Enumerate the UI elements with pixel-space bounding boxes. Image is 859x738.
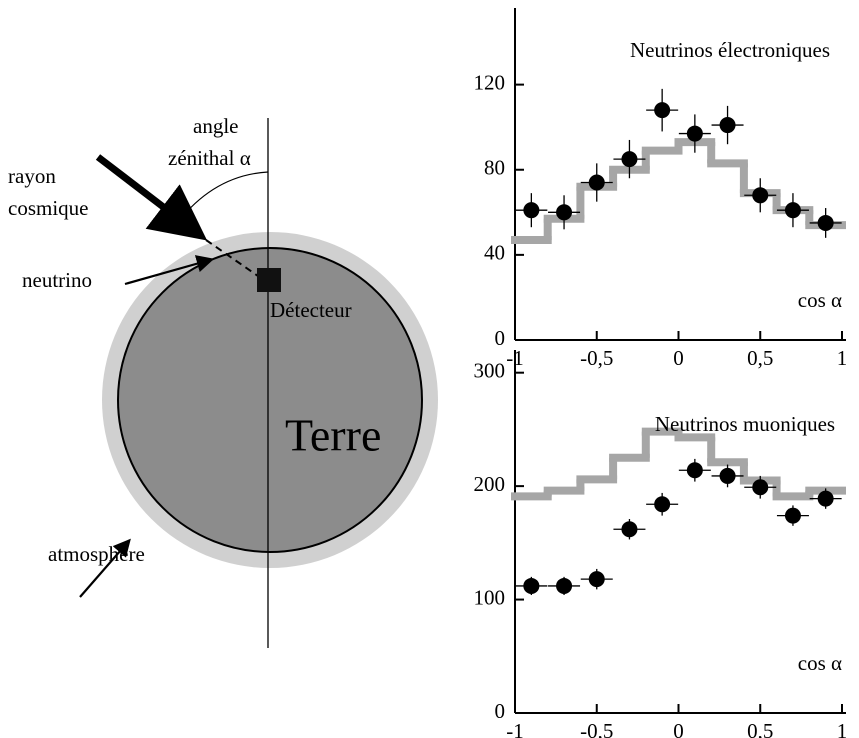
x-axis-label: cos α (798, 651, 842, 675)
y-tick-label: 100 (474, 585, 506, 609)
chart-title: Neutrinos électroniques (630, 38, 830, 62)
data-point (556, 577, 573, 594)
data-point (523, 577, 540, 594)
data-point (686, 462, 703, 479)
x-tick-label: 0 (673, 346, 684, 370)
x-tick-label: 1 (837, 719, 848, 738)
zenith-arc (177, 171, 269, 223)
data-point (752, 187, 769, 204)
y-tick-label: 40 (484, 241, 505, 265)
x-tick-label: 0 (673, 719, 684, 738)
data-point (523, 202, 540, 219)
data-point (719, 467, 736, 484)
y-tick-label: 0 (495, 326, 506, 350)
angle-label: zénithal α (168, 146, 251, 170)
y-tick-label: 300 (474, 359, 506, 383)
data-point (817, 490, 834, 507)
earth-label: Terre (285, 410, 381, 461)
data-point (556, 204, 573, 221)
atmosphere-label: atmosphère (48, 542, 145, 566)
data-point (654, 102, 671, 119)
cosmic-ray (95, 154, 208, 241)
detector-label: Détecteur (270, 298, 352, 322)
data-point (588, 571, 605, 588)
data-point (621, 151, 638, 168)
chart-title: Neutrinos muoniques (655, 412, 835, 436)
neutrino-arrow (124, 255, 215, 286)
y-tick-label: 0 (495, 699, 506, 723)
y-tick-label: 120 (474, 70, 506, 94)
data-point (719, 117, 736, 134)
x-tick-label: -0,5 (580, 719, 613, 738)
detector (257, 268, 281, 292)
angle-label: angle (193, 114, 238, 138)
atmosphere-arrow (79, 538, 131, 598)
data-point (784, 507, 801, 524)
x-tick-label: -1 (506, 719, 524, 738)
ray-label: rayon (8, 164, 56, 188)
x-axis-label: cos α (798, 288, 842, 312)
earth (117, 247, 423, 553)
neutrino-label: neutrino (22, 268, 92, 292)
data-point (588, 174, 605, 191)
ray-label: cosmique (8, 196, 88, 220)
y-tick-label: 200 (474, 472, 506, 496)
y-tick-label: 80 (484, 156, 505, 180)
x-tick-label: -0,5 (580, 346, 613, 370)
x-tick-label: 1 (837, 346, 848, 370)
x-tick-label: 0,5 (747, 719, 773, 738)
earth-diagram: angle zénithal α rayon cosmique neutrino… (8, 114, 438, 648)
data-point (621, 521, 638, 538)
data-point (686, 125, 703, 142)
data-point (654, 496, 671, 513)
x-tick-label: 0,5 (747, 346, 773, 370)
data-point (817, 214, 834, 231)
data-point (752, 479, 769, 496)
data-point (784, 202, 801, 219)
neutrino-path (205, 239, 259, 277)
